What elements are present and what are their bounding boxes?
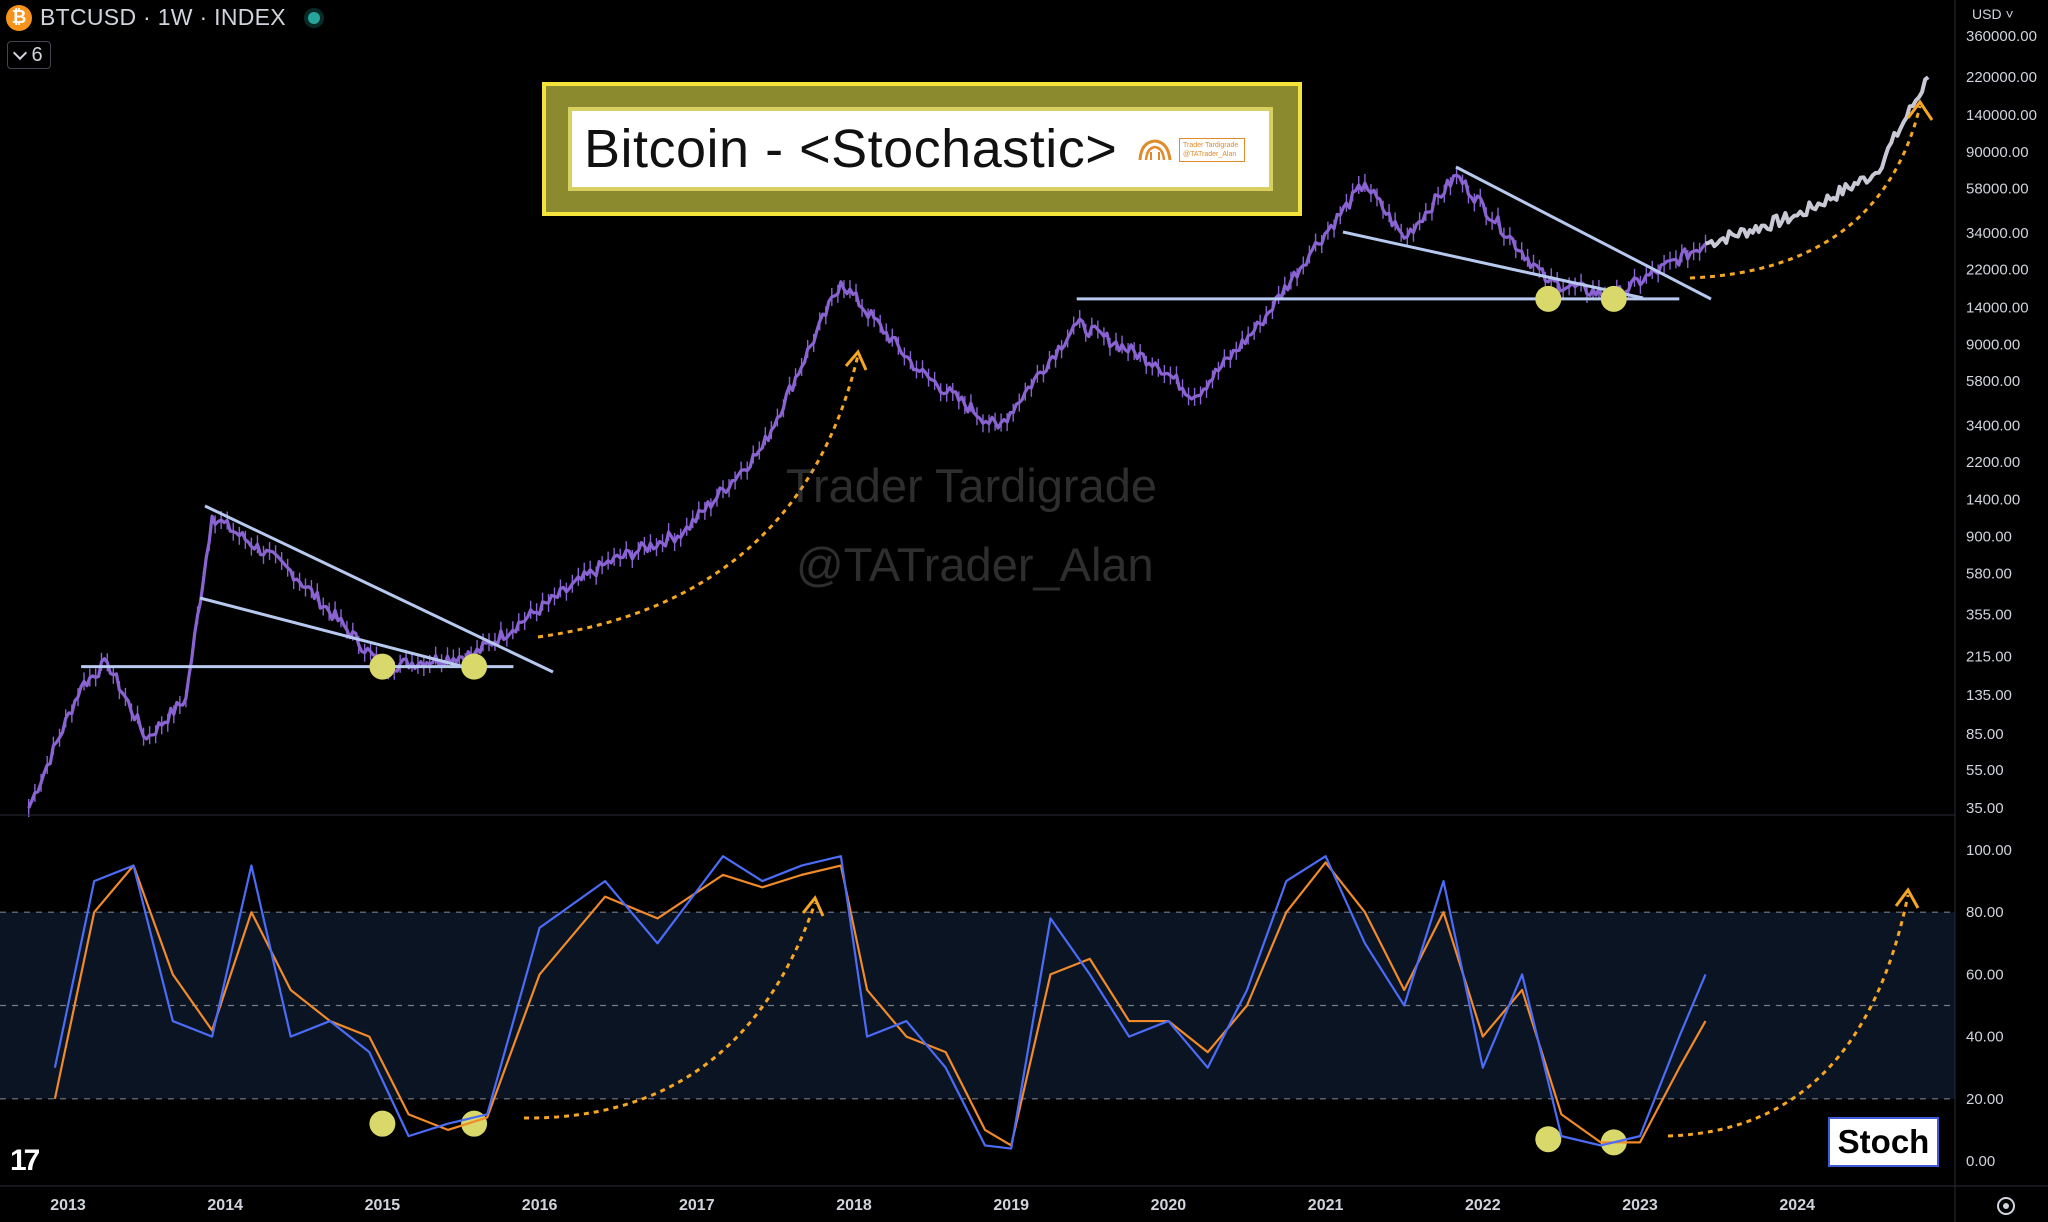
time-tick-label: 2013 (50, 1197, 86, 1214)
price-tick-label: 220000.00 (1966, 69, 2037, 86)
projection-arrow (537, 354, 860, 639)
price-tick-label: 2200.00 (1966, 454, 2020, 471)
stoch-bottom-marker (369, 1110, 396, 1137)
wedge-upper-line (1455, 165, 1712, 301)
price-tick-label: 3400.00 (1966, 418, 2020, 435)
price-projection-line (1704, 75, 1930, 249)
price-tick-label: 140000.00 (1966, 107, 2037, 124)
author-logo: Trader Tardigrade @TATrader_Alan (1137, 133, 1249, 167)
stoch-tick-label: 20.00 (1966, 1091, 2004, 1108)
wedge-lower-line (1342, 230, 1644, 300)
tardigrade-icon (1138, 139, 1172, 161)
bottom-marker (461, 653, 488, 680)
time-tick-label: 2021 (1308, 1197, 1344, 1214)
price-tick-label: 35.00 (1966, 800, 2004, 817)
price-tick-label: 580.00 (1966, 565, 2012, 582)
time-tick-label: 2024 (1779, 1197, 1815, 1214)
indicator-count: 6 (31, 43, 43, 66)
stoch-label: Stoch (1837, 1123, 1930, 1160)
price-tick-label: 58000.00 (1966, 181, 2029, 198)
stoch-k-line (53, 855, 1707, 1150)
price-series-line (27, 173, 1707, 809)
author-card-name: Trader Tardigrade (1183, 142, 1239, 149)
projection-arrow (523, 902, 817, 1120)
projection-arrow (1689, 105, 1922, 280)
time-tick-label: 2014 (207, 1197, 243, 1214)
price-tick-label: 900.00 (1966, 529, 2012, 546)
price-tick-label: 5800.00 (1966, 373, 2020, 390)
stoch-tick-label: 60.00 (1966, 966, 2004, 983)
symbol-header[interactable]: ₿ BTCUSD · 1W · INDEX (6, 4, 320, 31)
settings-gear-icon (1997, 1197, 2015, 1215)
indicator-collapse-button[interactable]: 6 (7, 41, 51, 69)
tradingview-logo-icon[interactable]: 17 (10, 1144, 40, 1177)
chevron-down-icon (13, 45, 28, 61)
projection-arrow-head (1894, 887, 1920, 909)
price-tick-label: 215.00 (1966, 648, 2012, 665)
time-tick-label: 2020 (1151, 1197, 1187, 1214)
time-tick-label: 2022 (1465, 1197, 1501, 1214)
chart-title: Bitcoin - <Stochastic> (584, 119, 1118, 179)
price-tick-label: 90000.00 (1966, 144, 2029, 161)
bottom-marker (1535, 285, 1562, 312)
price-tick-label: 85.00 (1966, 726, 2004, 743)
projection-arrow-head (844, 349, 868, 371)
stoch-tick-label: 100.00 (1966, 842, 2012, 859)
time-tick-label: 2018 (836, 1197, 872, 1214)
settings-gear-icon-center (2003, 1203, 2009, 1209)
wedge-upper-line (204, 504, 554, 674)
author-card-handle: @TATrader_Alan (1183, 151, 1237, 158)
price-pane[interactable] (27, 75, 1934, 817)
time-tick-label: 2015 (365, 1197, 401, 1214)
watermark-name: Trader Tardigrade (786, 459, 1157, 512)
bitcoin-logo-icon: ₿ (6, 4, 32, 31)
title-banner: Bitcoin - <Stochastic> Trader Tardigrade… (542, 82, 1302, 216)
price-tick-label: 55.00 (1966, 762, 2004, 779)
wedge-lower-line (199, 596, 481, 673)
bottom-marker (1600, 285, 1627, 312)
projection-arrow (1667, 894, 1910, 1138)
symbol-label[interactable]: BTCUSD · 1W · INDEX (40, 4, 286, 30)
market-status-dot-icon (307, 11, 320, 24)
stoch-tick-label: 0.00 (1966, 1153, 1995, 1170)
time-tick-label: 2019 (993, 1197, 1029, 1214)
price-tick-label: 22000.00 (1966, 262, 2029, 279)
bottom-marker (369, 653, 396, 680)
stoch-pane[interactable] (0, 855, 1955, 1156)
projection-arrow-head (1906, 99, 1934, 121)
watermark-handle: @TATrader_Alan (796, 538, 1154, 591)
stoch-label-badge: Stoch (1828, 1117, 1939, 1167)
price-tick-label: 34000.00 (1966, 225, 2029, 242)
time-tick-label: 2016 (522, 1197, 558, 1214)
time-tick-label: 2017 (679, 1197, 715, 1214)
currency-label: USD (1972, 6, 2002, 22)
stoch-tick-label: 80.00 (1966, 904, 2004, 921)
price-tick-label: 360000.00 (1966, 28, 2037, 45)
stoch-bottom-marker (1535, 1126, 1562, 1153)
author-card: Trader Tardigrade @TATrader_Alan (1179, 138, 1245, 162)
currency-selector[interactable]: USD ˅ (1972, 6, 2014, 22)
time-tick-label: 2023 (1622, 1197, 1658, 1214)
price-tick-label: 1400.00 (1966, 492, 2020, 509)
chevron-down-icon: ˅ (2005, 6, 2014, 22)
price-tick-label: 355.00 (1966, 606, 2012, 623)
price-tick-label: 9000.00 (1966, 336, 2020, 353)
title-inner: Bitcoin - <Stochastic> Trader Tardigrade… (568, 107, 1273, 191)
projection-arrow-head (801, 895, 825, 917)
stoch-tick-label: 40.00 (1966, 1029, 2004, 1046)
price-tick-label: 135.00 (1966, 687, 2012, 704)
stoch-bottom-marker (461, 1110, 488, 1137)
price-tick-label: 14000.00 (1966, 299, 2029, 316)
